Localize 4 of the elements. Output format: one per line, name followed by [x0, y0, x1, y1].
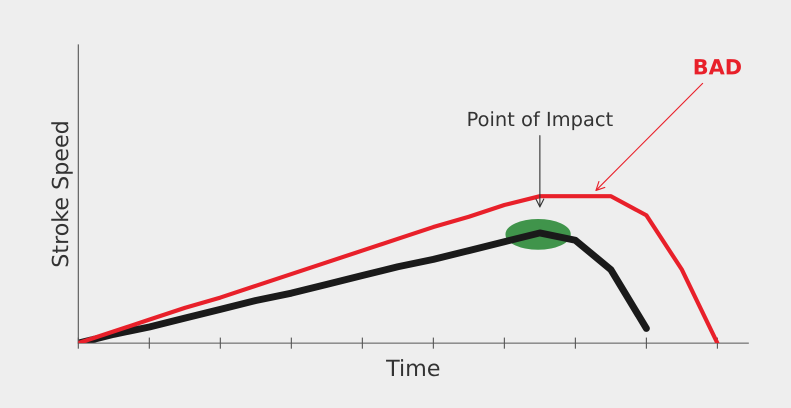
y-axis-title: Stroke Speed: [51, 122, 73, 266]
text: Point of Impact: [468, 111, 613, 130]
x-axis-title: Time: [386, 359, 440, 376]
text: BAD: [694, 59, 741, 74]
